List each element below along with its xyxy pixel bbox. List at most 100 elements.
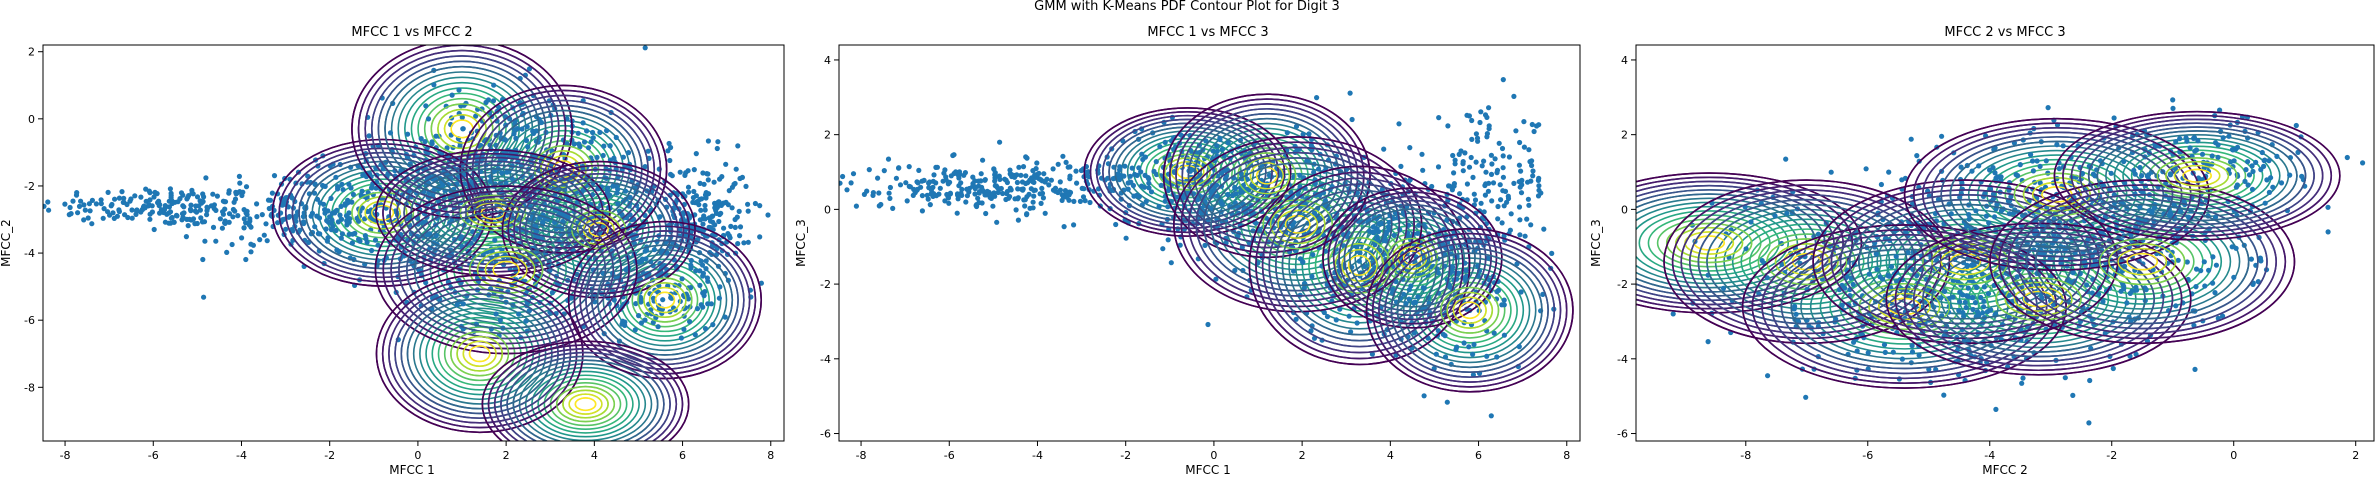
scatter-point	[166, 220, 172, 226]
scatter-point	[1484, 114, 1490, 120]
scatter-point	[317, 200, 323, 206]
scatter-point	[387, 130, 394, 136]
scatter-point	[1516, 204, 1523, 210]
scatter-point	[2045, 105, 2051, 111]
scatter-point	[2199, 151, 2206, 157]
scatter-point	[703, 266, 709, 272]
scatter-point	[1128, 179, 1134, 185]
scatter-point	[691, 167, 697, 173]
scatter-point	[1042, 210, 1048, 216]
scatter-point	[112, 196, 118, 202]
scatter-point	[497, 317, 503, 323]
scatter-point	[1536, 183, 1542, 189]
contour-line	[481, 340, 690, 441]
scatter-point	[1964, 263, 1970, 270]
scatter-point	[217, 216, 223, 222]
scatter-point	[1238, 189, 1244, 195]
scatter-point	[1444, 399, 1450, 405]
contour-line	[562, 389, 609, 419]
scatter-point	[717, 176, 723, 182]
scatter-point	[2037, 163, 2043, 169]
scatter-point	[1138, 169, 1144, 175]
contour-line	[1688, 193, 1925, 330]
scatter-point	[667, 157, 673, 164]
contour-line	[1636, 205, 1790, 281]
scatter-point	[1470, 372, 1476, 378]
scatter-point	[1442, 354, 1449, 360]
scatter-point	[1218, 170, 1225, 176]
contour-line	[1322, 187, 1503, 329]
scatter-point	[2013, 172, 2019, 178]
scatter-point	[1914, 273, 1920, 279]
x-tick-label: 0	[1210, 449, 1217, 462]
contour-line	[1349, 208, 1476, 308]
scatter-point	[1232, 267, 1238, 274]
scatter-point	[1013, 207, 1019, 213]
scatter-point	[745, 208, 751, 214]
scatter-point	[876, 190, 882, 196]
scatter-point	[98, 197, 104, 203]
contour-line	[1341, 248, 1378, 282]
scatter-point	[713, 210, 720, 216]
contour-line	[1440, 286, 1500, 334]
scatter-point	[179, 217, 185, 223]
scatter-point	[931, 172, 937, 178]
scatter-point	[1461, 340, 1467, 346]
scatter-point	[700, 273, 706, 279]
scatter-point	[1071, 222, 1077, 228]
scatter-point	[961, 172, 967, 178]
scatter-point	[1482, 192, 1488, 198]
scatter-point	[2201, 259, 2207, 265]
scatter-point	[114, 213, 120, 219]
contour-line	[531, 370, 640, 438]
contour-line	[2173, 164, 2221, 187]
scatter-point	[1495, 216, 1501, 222]
scatter-point	[976, 189, 983, 195]
scatter-point	[1469, 136, 1475, 142]
scatter-point	[1529, 121, 1535, 128]
scatter-point	[202, 238, 208, 244]
scatter-point	[850, 171, 857, 177]
scatter-point	[916, 167, 922, 173]
scatter-point	[1963, 304, 1969, 311]
scatter-point	[1061, 224, 1067, 230]
scatter-point	[2030, 158, 2036, 164]
scatter-point	[1959, 326, 1965, 333]
scatter-point	[966, 185, 972, 192]
scatter-point	[339, 216, 345, 222]
contour-line	[1452, 296, 1487, 324]
scatter-point	[452, 237, 458, 243]
contour-line	[450, 331, 510, 377]
scatter-point	[660, 297, 666, 303]
scatter-point	[581, 139, 588, 145]
contour-line	[1314, 225, 1405, 306]
scatter-point	[711, 179, 717, 185]
scatter-point	[2054, 248, 2060, 254]
scatter-point	[359, 188, 365, 194]
scatter-point	[1990, 196, 1997, 202]
plot-area	[839, 77, 1574, 419]
scatter-point	[78, 198, 84, 204]
scatter-point	[1354, 320, 1360, 326]
scatter-point	[915, 180, 921, 186]
scatter-point	[1998, 208, 2005, 214]
scatter-point	[1446, 183, 1452, 189]
scatter-point	[683, 170, 689, 176]
scatter-point	[2131, 183, 2137, 189]
scatter-point	[1980, 310, 1986, 316]
contour-line	[2108, 243, 2177, 281]
scatter-point	[636, 313, 642, 319]
scatter-point	[1478, 200, 1484, 206]
scatter-point	[2206, 267, 2212, 273]
y-tick-label: -6	[24, 314, 35, 327]
scatter-point	[2129, 288, 2135, 294]
scatter-point	[2246, 172, 2253, 178]
scatter-point	[1501, 233, 1507, 239]
scatter-point	[2170, 97, 2176, 103]
contour-line	[1390, 247, 1549, 374]
scatter-point	[685, 296, 692, 302]
contour-line	[1237, 152, 1297, 200]
contour-line	[1083, 107, 1292, 237]
scatter-point	[2192, 148, 2198, 154]
scatter-point	[1225, 191, 1231, 198]
